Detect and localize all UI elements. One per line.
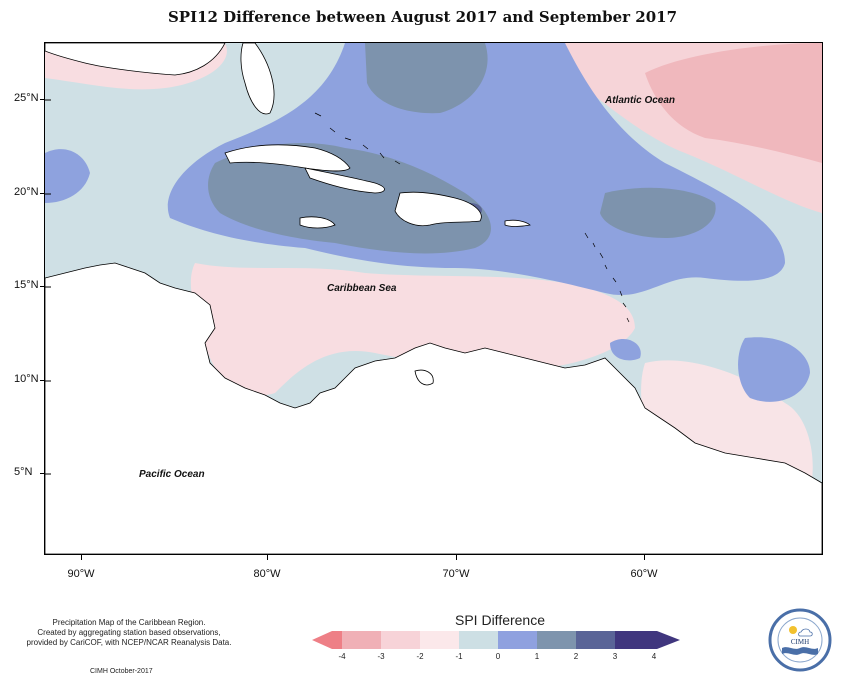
very-wet-region-leewards <box>600 187 716 238</box>
legend-swatch <box>312 631 342 649</box>
land-masses <box>45 43 822 554</box>
gulf-coast <box>45 43 226 76</box>
lat-label-15n: 15°N <box>14 279 39 291</box>
lat-tick <box>40 380 44 381</box>
lon-tick <box>267 555 268 560</box>
lat-tick <box>40 99 44 100</box>
legend-tick: 2 <box>573 652 579 661</box>
legend-swatch <box>459 631 498 649</box>
wet-region-gulf <box>45 149 90 203</box>
cuba-east <box>304 167 385 194</box>
lesser-antilles <box>584 232 630 323</box>
cloud-icon <box>798 628 813 637</box>
description-line: Precipitation Map of the Caribbean Regio… <box>52 618 206 627</box>
puerto-rico <box>504 219 531 227</box>
legend-tick: -3 <box>377 652 385 661</box>
bahamas-islands <box>314 112 401 165</box>
legend-tick: -2 <box>416 652 424 661</box>
lon-label-80w: 80°W <box>253 568 281 580</box>
lon-label-90w: 90°W <box>67 568 95 580</box>
legend-swatch <box>576 631 615 649</box>
jamaica <box>299 216 336 229</box>
legend-tick: 3 <box>612 652 618 661</box>
wave-icon <box>782 647 818 655</box>
drier-region-atlantic <box>645 43 822 163</box>
spi-difference-map <box>45 43 822 554</box>
florida <box>240 43 275 115</box>
lat-tick <box>40 473 44 474</box>
lon-tick <box>81 555 82 560</box>
wet-region-east <box>738 337 810 402</box>
legend-swatch <box>498 631 537 649</box>
interior-ticks <box>45 99 51 475</box>
legend-swatch <box>615 631 680 649</box>
map-title: SPI12 Difference between August 2017 and… <box>167 8 678 26</box>
very-wet-region-bahamas <box>365 43 488 114</box>
legend-tick: 0 <box>495 652 501 661</box>
legend-swatch <box>342 631 381 649</box>
legend-tick: 4 <box>651 652 657 661</box>
map-panel: Atlantic Ocean Caribbean Sea Pacific Oce… <box>44 42 823 555</box>
sun-icon <box>789 626 797 634</box>
legend-colorbar <box>312 631 680 649</box>
description-line: provided by CariCOF, with NCEP/NCAR Rean… <box>26 638 232 647</box>
logo-text: CIMH <box>791 638 809 646</box>
lake-maracaibo <box>414 369 434 386</box>
legend-tick: -4 <box>338 652 346 661</box>
cuba-west <box>224 144 351 172</box>
legend-title: SPI Difference <box>455 612 546 628</box>
cimh-logo: CIMH <box>768 608 832 672</box>
wet-region-windward <box>610 338 641 361</box>
legend-swatch <box>537 631 576 649</box>
island-chains <box>314 112 630 323</box>
lat-label-10n: 10°N <box>14 373 39 385</box>
lon-label-60w: 60°W <box>630 568 658 580</box>
legend-swatch <box>381 631 420 649</box>
pacific-ocean-label: Pacific Ocean <box>139 469 205 480</box>
lat-tick <box>40 286 44 287</box>
hispaniola <box>394 191 482 227</box>
legend-swatch <box>420 631 459 649</box>
map-description: Precipitation Map of the Caribbean Regio… <box>14 618 244 648</box>
lat-label-20n: 20°N <box>14 186 39 198</box>
caribbean-sea-label: Caribbean Sea <box>327 283 397 294</box>
legend-tick: -1 <box>455 652 463 661</box>
description-line: Created by aggregating station based obs… <box>37 628 221 637</box>
legend-tick: 1 <box>534 652 540 661</box>
lon-tick <box>456 555 457 560</box>
atlantic-ocean-label: Atlantic Ocean <box>605 95 676 106</box>
lon-label-70w: 70°W <box>442 568 470 580</box>
credit-text: CIMH October-2017 <box>90 668 153 675</box>
central-south-america <box>45 262 822 554</box>
lat-tick <box>40 193 44 194</box>
lat-label-25n: 25°N <box>14 92 39 104</box>
lon-tick <box>644 555 645 560</box>
lat-label-5n: 5°N <box>14 466 33 478</box>
